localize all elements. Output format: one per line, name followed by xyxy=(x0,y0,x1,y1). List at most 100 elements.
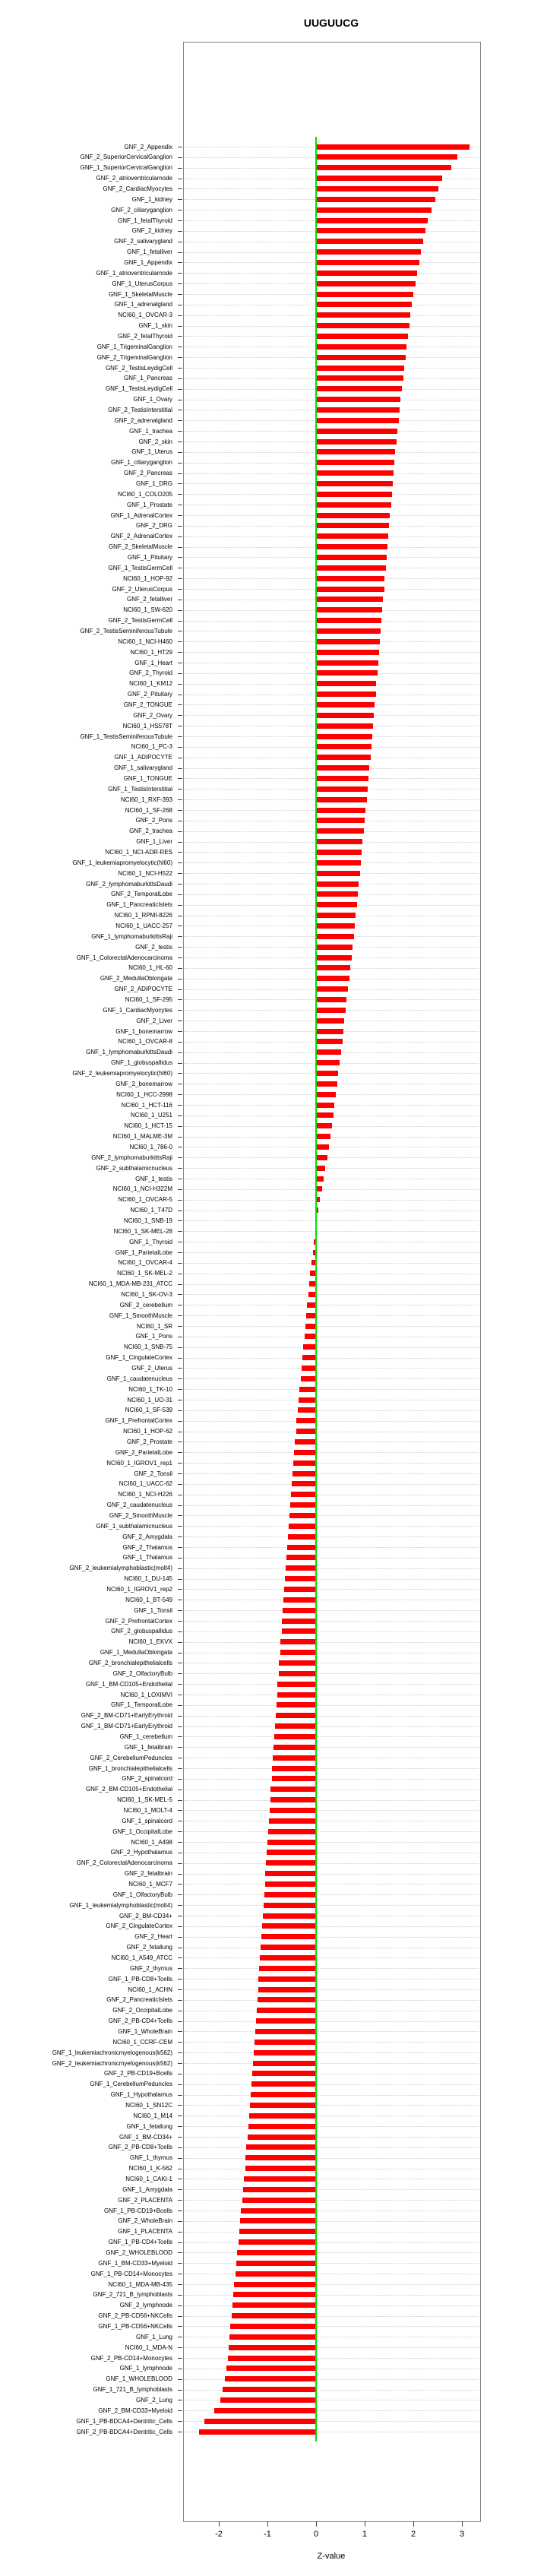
bar xyxy=(316,449,396,455)
bar xyxy=(308,1291,316,1297)
row-leader-line xyxy=(184,1410,479,1411)
row-label: GNF_2_leukemialymphoblastic(molt4) xyxy=(69,1565,172,1572)
row-leader-line xyxy=(184,2063,479,2064)
y-axis-tick xyxy=(178,1199,182,1201)
row-leader-line xyxy=(184,2305,479,2306)
y-axis-tick xyxy=(178,1726,182,1727)
y-axis-tick xyxy=(178,799,182,801)
row-leader-line xyxy=(184,1778,479,1780)
row-label: GNF_1_trachea xyxy=(129,427,172,435)
row-leader-line xyxy=(184,1704,479,1706)
row-label: GNF_2_kidney xyxy=(131,227,172,235)
y-axis-tick xyxy=(178,1631,182,1632)
bar xyxy=(316,386,402,392)
y-axis-tick xyxy=(178,2126,182,2128)
bar xyxy=(232,2302,316,2309)
y-axis-tick xyxy=(178,441,182,442)
y-axis-tick xyxy=(178,1041,182,1043)
bar xyxy=(292,1470,316,1476)
row-label: NCI60_1_UO-31 xyxy=(127,1396,172,1404)
bar xyxy=(316,333,408,339)
row-label: GNF_2_DRG xyxy=(135,522,172,530)
bar xyxy=(307,1302,316,1308)
plot-area xyxy=(183,42,481,2522)
bar xyxy=(258,1986,316,1992)
row-leader-line xyxy=(184,1631,479,1632)
row-label: NCI60_1_SF-295 xyxy=(125,995,172,1003)
row-label: GNF_1_CingulateCortex xyxy=(106,1354,172,1362)
row-label: GNF_1_Pancreas xyxy=(123,375,172,382)
bar xyxy=(243,2186,316,2192)
row-label: GNF_1_WholeBrain xyxy=(118,2027,172,2035)
bar xyxy=(310,1271,316,1277)
row-label: GNF_1_PB-BDCA4+Dentritic_Cells xyxy=(76,2417,173,2425)
row-label: GNF_1_lymphomaburkittsRaji xyxy=(91,932,172,940)
row-label: NCI60_1_PC-3 xyxy=(131,743,172,751)
row-label: NCI60_1_OVCAR-8 xyxy=(118,1038,172,1046)
bar xyxy=(313,1239,316,1245)
row-leader-line xyxy=(184,1463,479,1464)
row-label: GNF_1_ParietalLobe xyxy=(115,1248,172,1256)
row-label: GNF_2_Amygdala xyxy=(122,1533,172,1540)
y-axis-tick xyxy=(178,999,182,1001)
y-axis-tick xyxy=(178,325,182,327)
bar xyxy=(316,523,389,529)
bar xyxy=(316,618,381,624)
bar xyxy=(296,1418,316,1424)
bar xyxy=(272,1765,316,1771)
bar xyxy=(267,1850,316,1856)
bar xyxy=(311,1260,316,1266)
row-label: GNF_2_PB-CD8+Tcells xyxy=(108,2144,172,2151)
bar xyxy=(231,2313,316,2319)
bar xyxy=(316,302,413,308)
row-leader-line xyxy=(184,2042,479,2043)
row-label: NCI60_1_MALME-3M xyxy=(112,1133,172,1141)
y-axis-tick xyxy=(178,1347,182,1348)
row-leader-line xyxy=(184,1315,479,1317)
y-axis-tick xyxy=(178,683,182,685)
row-label: GNF_1_spinalcord xyxy=(122,1817,172,1824)
row-leader-line xyxy=(184,1926,479,1927)
row-label: GNF_2_spinalcord xyxy=(122,1775,172,1783)
row-label: GNF_2_Tonsil xyxy=(134,1470,172,1477)
row-label: NCI60_1_MDA-MB-435 xyxy=(108,2280,172,2288)
row-label: GNF_2_cerebellum xyxy=(119,1301,172,1309)
row-label: NCI60_1_HCC-2998 xyxy=(116,1090,172,1098)
row-label: GNF_1_subthalamicnucleus xyxy=(96,1522,173,1530)
row-label: GNF_2_WholeBrain xyxy=(118,2217,172,2225)
row-label: GNF_2_Thalamus xyxy=(122,1543,172,1551)
row-label: GNF_1_testis xyxy=(135,1175,172,1182)
bar xyxy=(230,2323,316,2329)
bar xyxy=(276,1702,316,1708)
y-axis-tick xyxy=(178,1884,182,1885)
row-label: GNF_2_adrenalgland xyxy=(114,416,173,424)
y-axis-tick xyxy=(178,1673,182,1675)
y-axis-tick xyxy=(178,1052,182,1053)
row-label: GNF_1_TestisInterstitial xyxy=(108,785,172,793)
y-axis-tick xyxy=(178,841,182,843)
row-label: NCI60_1_HT29 xyxy=(130,648,172,656)
row-label: GNF_1_skin xyxy=(138,322,172,330)
y-axis-tick xyxy=(178,1368,182,1369)
row-leader-line xyxy=(184,1357,479,1359)
row-label: GNF_1_Pons xyxy=(135,1333,172,1340)
bar xyxy=(316,428,397,434)
bar xyxy=(316,375,403,381)
bar xyxy=(254,2039,316,2045)
y-axis-tick xyxy=(178,2063,182,2064)
row-label: NCI60_1_ACHN xyxy=(128,1986,172,1993)
row-label: NCI60_1_LOXIMVI xyxy=(120,1691,172,1698)
row-leader-line xyxy=(184,1726,479,1727)
bar xyxy=(261,1923,316,1929)
row-leader-line xyxy=(184,1441,479,1443)
bar xyxy=(316,786,368,792)
row-label: NCI60_1_EKVX xyxy=(128,1638,172,1646)
row-leader-line xyxy=(184,2220,479,2222)
row-label: GNF_1_leukemialymphoblastic(molt4) xyxy=(69,1901,172,1909)
row-label: NCI60_1_HOP-92 xyxy=(123,574,172,582)
row-label: GNF_1_bronchialepithelialcells xyxy=(88,1764,172,1772)
x-axis-tick xyxy=(413,2521,414,2527)
bar xyxy=(316,723,373,729)
bar xyxy=(316,902,357,908)
y-axis-tick xyxy=(178,957,182,958)
